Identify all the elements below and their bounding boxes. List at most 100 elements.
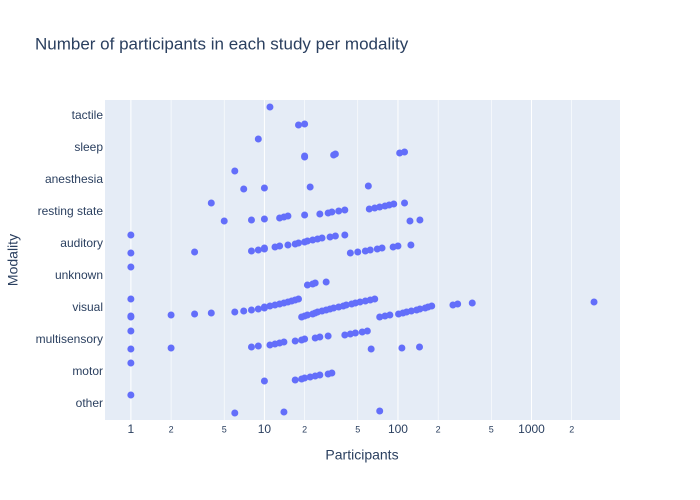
point xyxy=(291,337,299,345)
point xyxy=(356,298,364,306)
point xyxy=(401,148,409,156)
point xyxy=(280,338,288,346)
x-tick-label: 10 xyxy=(258,422,272,436)
point xyxy=(127,249,135,257)
y-tick-label: sleep xyxy=(74,140,103,154)
point xyxy=(127,263,135,271)
point xyxy=(390,200,398,208)
point xyxy=(247,343,255,351)
x-tick-label: 5 xyxy=(489,424,494,434)
y-tick-label: multisensory xyxy=(36,332,103,346)
point xyxy=(231,167,239,175)
point xyxy=(266,103,274,111)
x-tick-label: 100 xyxy=(388,422,408,436)
point xyxy=(346,249,354,257)
point xyxy=(127,231,135,239)
point xyxy=(341,206,349,214)
point xyxy=(207,309,215,317)
point xyxy=(127,359,135,367)
point xyxy=(240,185,248,193)
point xyxy=(371,295,379,303)
point xyxy=(331,232,339,240)
point xyxy=(301,211,309,219)
plot-area xyxy=(105,100,620,420)
point xyxy=(254,246,262,254)
y-tick-label: anesthesia xyxy=(45,172,103,186)
point xyxy=(376,313,384,321)
point xyxy=(127,327,135,335)
point xyxy=(260,215,268,223)
point xyxy=(260,377,268,385)
point xyxy=(284,241,292,249)
point xyxy=(326,233,334,241)
point xyxy=(260,184,268,192)
point xyxy=(316,371,324,379)
y-tick-label: auditory xyxy=(60,236,103,250)
point xyxy=(167,344,175,352)
x-tick-label: 1000 xyxy=(518,422,545,436)
point xyxy=(416,216,424,224)
point xyxy=(316,210,324,218)
point xyxy=(303,311,311,319)
point xyxy=(378,244,386,252)
point xyxy=(324,332,332,340)
point xyxy=(254,342,262,350)
point xyxy=(376,203,384,211)
point xyxy=(295,295,303,303)
point xyxy=(406,217,414,225)
point xyxy=(260,303,268,311)
point xyxy=(407,307,415,315)
y-tick-label: other xyxy=(76,396,103,410)
point xyxy=(318,234,326,242)
point xyxy=(468,299,476,307)
point xyxy=(247,306,255,314)
point xyxy=(354,248,362,256)
point xyxy=(454,300,462,308)
point xyxy=(127,312,135,320)
point xyxy=(167,311,175,319)
x-tick-label: 2 xyxy=(436,424,441,434)
point xyxy=(331,150,339,158)
point xyxy=(303,281,311,289)
point xyxy=(220,217,228,225)
point xyxy=(127,295,135,303)
x-tick-label: 2 xyxy=(569,424,574,434)
point xyxy=(394,242,402,250)
x-tick-label: 5 xyxy=(355,424,360,434)
point xyxy=(386,311,394,319)
point xyxy=(342,301,350,309)
point xyxy=(341,331,349,339)
point xyxy=(127,391,135,399)
point xyxy=(428,302,436,310)
point xyxy=(295,121,303,129)
point xyxy=(207,199,215,207)
x-tick-label: 5 xyxy=(222,424,227,434)
point xyxy=(306,183,314,191)
point xyxy=(407,241,415,249)
point xyxy=(301,374,309,382)
y-tick-label: tactile xyxy=(72,108,104,122)
point xyxy=(231,308,239,316)
point xyxy=(295,239,303,247)
point xyxy=(335,207,343,215)
point xyxy=(260,244,268,252)
point xyxy=(191,248,199,256)
point xyxy=(191,310,199,318)
point xyxy=(367,345,375,353)
point xyxy=(303,237,311,245)
point xyxy=(416,305,424,313)
point xyxy=(365,205,373,213)
point xyxy=(328,208,336,216)
point xyxy=(247,247,255,255)
point xyxy=(280,408,288,416)
point xyxy=(231,409,239,417)
y-tick-label: unknown xyxy=(55,268,103,282)
point xyxy=(301,152,309,160)
point xyxy=(276,242,284,250)
point xyxy=(398,344,406,352)
point xyxy=(351,329,359,337)
point xyxy=(322,278,330,286)
point xyxy=(301,335,309,343)
y-tick-label: resting state xyxy=(38,204,104,218)
point xyxy=(363,327,371,335)
